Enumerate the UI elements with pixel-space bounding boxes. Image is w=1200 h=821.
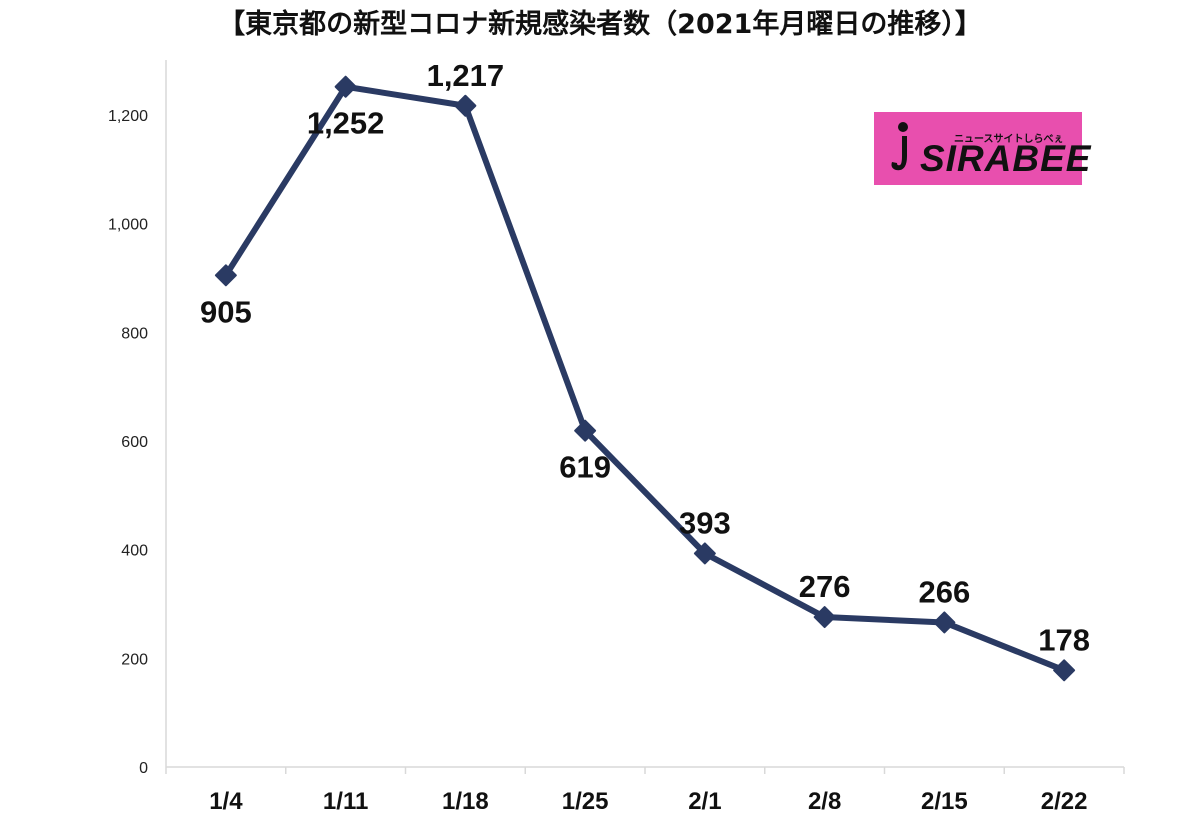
data-label: 1,252 [307,106,385,141]
data-points [214,75,1076,682]
y-tick-label: 200 [121,651,148,668]
sirabee-logo: ニュースサイトしらべぇ SIRABEE [874,112,1090,185]
chart-title: 【東京都の新型コロナ新規感染者数（2021年月曜日の推移）】 [218,9,982,40]
y-tick-label: 600 [121,434,148,451]
y-tick-label: 1,000 [108,217,148,234]
x-tick-label: 1/18 [442,788,489,815]
x-tick-label: 2/1 [688,788,721,815]
sirabee-mascot-icon [891,122,908,171]
y-tick-label: 800 [121,325,148,342]
data-point [933,611,956,634]
x-tick-label: 2/8 [808,788,841,815]
data-label: 178 [1038,622,1090,657]
x-tick-label: 2/15 [921,788,968,815]
data-label: 1,217 [427,58,505,93]
logo-brand: SIRABEE [920,138,1092,179]
data-point [454,94,477,117]
data-label: 266 [919,574,971,609]
data-label: 393 [679,505,731,540]
data-point [693,542,716,565]
y-tick-label: 1,200 [108,108,148,125]
x-tick-label: 1/4 [209,788,243,815]
series-line [222,83,1068,674]
data-label: 905 [200,294,252,329]
y-tick-label: 0 [139,760,148,777]
x-tick-labels: 1/4 1/11 1/18 1/25 2/1 2/8 2/15 2/22 [165,767,1125,815]
logo-tagline: ニュースサイトしらべぇ [954,134,1064,145]
x-tick-label: 2/22 [1041,788,1088,815]
data-point [813,606,836,629]
y-tick-label: 400 [121,543,148,560]
data-label: 276 [799,569,851,604]
data-point [334,75,357,98]
data-labels: 905 1,252 1,217 619 393 276 266 178 [200,58,1090,658]
x-tick-label: 1/11 [323,788,368,815]
data-point [1053,659,1076,682]
x-tick-label: 1/25 [562,788,609,815]
data-point [214,264,237,287]
y-tick-labels: 0 200 400 600 800 1,000 1,200 [108,108,148,777]
data-label: 619 [559,450,611,485]
data-point [574,419,597,442]
